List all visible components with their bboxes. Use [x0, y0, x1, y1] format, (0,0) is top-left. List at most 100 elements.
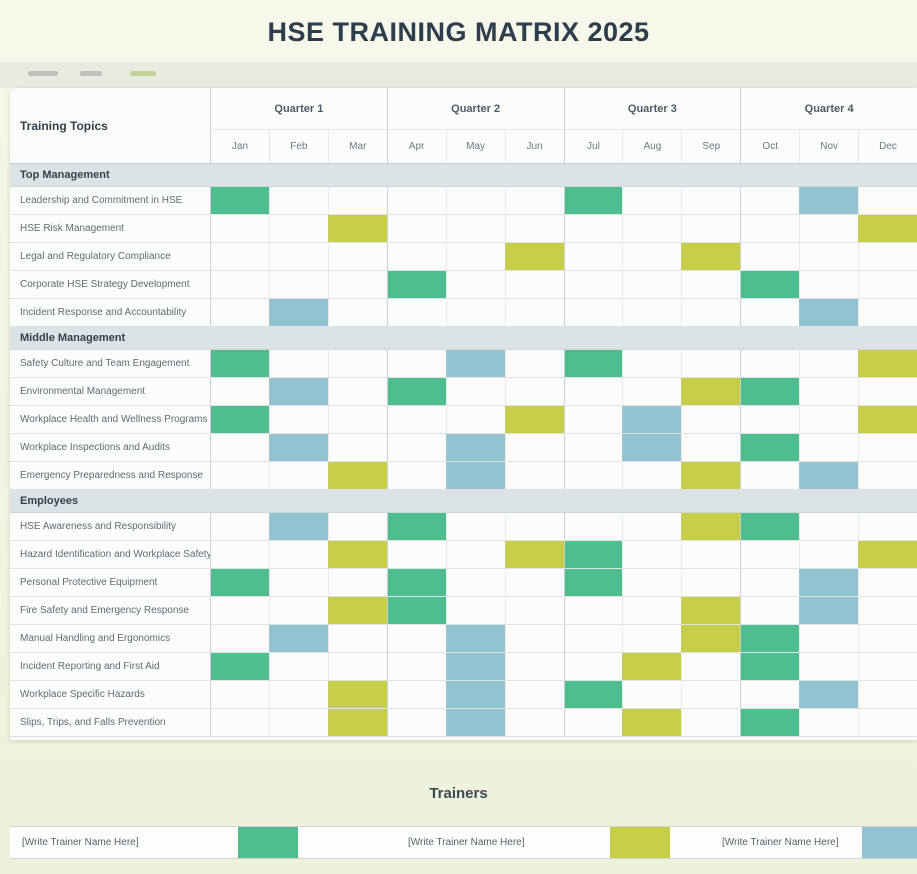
schedule-cell[interactable] [563, 350, 623, 377]
schedule-cell[interactable] [681, 513, 741, 540]
schedule-cell[interactable] [327, 215, 387, 242]
schedule-cell[interactable] [799, 541, 858, 568]
schedule-cell[interactable] [622, 378, 681, 405]
schedule-cell[interactable] [740, 541, 799, 568]
schedule-cell[interactable] [386, 378, 446, 405]
schedule-cell[interactable] [799, 406, 858, 433]
schedule-cell[interactable] [327, 462, 387, 489]
schedule-cell[interactable] [563, 462, 623, 489]
schedule-cell[interactable] [504, 569, 564, 596]
schedule-cell[interactable] [858, 434, 917, 461]
schedule-cell[interactable] [327, 350, 387, 377]
schedule-cell[interactable] [504, 653, 564, 680]
schedule-cell[interactable] [268, 406, 328, 433]
schedule-cell[interactable] [799, 513, 858, 540]
schedule-cell[interactable] [268, 597, 328, 624]
schedule-cell[interactable] [858, 462, 917, 489]
trainer-name-field[interactable]: [Write Trainer Name Here] [408, 837, 525, 848]
schedule-cell[interactable] [858, 215, 917, 242]
schedule-cell[interactable] [740, 434, 800, 461]
schedule-cell[interactable] [327, 597, 387, 624]
schedule-cell[interactable] [386, 215, 446, 242]
schedule-cell[interactable] [445, 709, 505, 736]
schedule-cell[interactable] [563, 653, 623, 680]
schedule-cell[interactable] [268, 513, 328, 540]
schedule-cell[interactable] [268, 434, 328, 461]
schedule-cell[interactable] [740, 625, 800, 652]
schedule-cell[interactable] [563, 625, 623, 652]
schedule-cell[interactable] [563, 709, 623, 736]
schedule-cell[interactable] [504, 541, 564, 568]
schedule-cell[interactable] [858, 681, 917, 708]
schedule-cell[interactable] [622, 569, 681, 596]
schedule-cell[interactable] [504, 406, 564, 433]
schedule-cell[interactable] [681, 378, 741, 405]
schedule-cell[interactable] [622, 709, 682, 736]
schedule-cell[interactable] [386, 709, 446, 736]
schedule-cell[interactable] [799, 681, 859, 708]
schedule-cell[interactable] [740, 462, 799, 489]
schedule-cell[interactable] [210, 299, 269, 326]
schedule-cell[interactable] [504, 350, 564, 377]
schedule-cell[interactable] [799, 215, 858, 242]
schedule-cell[interactable] [445, 597, 505, 624]
schedule-cell[interactable] [622, 187, 681, 214]
schedule-cell[interactable] [858, 406, 917, 433]
schedule-cell[interactable] [681, 597, 741, 624]
schedule-cell[interactable] [210, 625, 269, 652]
schedule-cell[interactable] [327, 625, 387, 652]
schedule-cell[interactable] [858, 653, 917, 680]
schedule-cell[interactable] [799, 243, 858, 270]
schedule-cell[interactable] [268, 378, 328, 405]
schedule-cell[interactable] [504, 434, 564, 461]
schedule-cell[interactable] [210, 406, 269, 433]
schedule-cell[interactable] [622, 350, 681, 377]
schedule-cell[interactable] [799, 434, 858, 461]
schedule-cell[interactable] [210, 462, 269, 489]
schedule-cell[interactable] [327, 709, 387, 736]
schedule-cell[interactable] [622, 541, 681, 568]
schedule-cell[interactable] [445, 187, 505, 214]
schedule-cell[interactable] [740, 653, 800, 680]
schedule-cell[interactable] [740, 187, 799, 214]
schedule-cell[interactable] [210, 541, 269, 568]
schedule-cell[interactable] [799, 378, 858, 405]
schedule-cell[interactable] [858, 709, 917, 736]
schedule-cell[interactable] [799, 271, 858, 298]
schedule-cell[interactable] [386, 271, 446, 298]
schedule-cell[interactable] [386, 299, 446, 326]
schedule-cell[interactable] [445, 406, 505, 433]
schedule-cell[interactable] [622, 434, 682, 461]
schedule-cell[interactable] [504, 187, 564, 214]
schedule-cell[interactable] [504, 243, 564, 270]
schedule-cell[interactable] [622, 462, 681, 489]
schedule-cell[interactable] [681, 653, 740, 680]
schedule-cell[interactable] [210, 434, 269, 461]
schedule-cell[interactable] [681, 271, 740, 298]
schedule-cell[interactable] [681, 187, 740, 214]
schedule-cell[interactable] [681, 569, 740, 596]
schedule-cell[interactable] [504, 271, 564, 298]
schedule-cell[interactable] [386, 406, 446, 433]
schedule-cell[interactable] [858, 378, 917, 405]
schedule-cell[interactable] [622, 215, 681, 242]
schedule-cell[interactable] [799, 625, 858, 652]
schedule-cell[interactable] [268, 569, 328, 596]
schedule-cell[interactable] [504, 378, 564, 405]
schedule-cell[interactable] [563, 243, 623, 270]
schedule-cell[interactable] [740, 350, 799, 377]
schedule-cell[interactable] [563, 681, 623, 708]
schedule-cell[interactable] [268, 187, 328, 214]
schedule-cell[interactable] [622, 681, 681, 708]
schedule-cell[interactable] [504, 709, 564, 736]
schedule-cell[interactable] [740, 215, 799, 242]
schedule-cell[interactable] [445, 243, 505, 270]
schedule-cell[interactable] [445, 299, 505, 326]
schedule-cell[interactable] [622, 513, 681, 540]
schedule-cell[interactable] [327, 513, 387, 540]
schedule-cell[interactable] [504, 215, 564, 242]
schedule-cell[interactable] [327, 569, 387, 596]
schedule-cell[interactable] [740, 243, 799, 270]
schedule-cell[interactable] [563, 569, 623, 596]
trainer-name-field[interactable]: [Write Trainer Name Here] [722, 837, 839, 848]
